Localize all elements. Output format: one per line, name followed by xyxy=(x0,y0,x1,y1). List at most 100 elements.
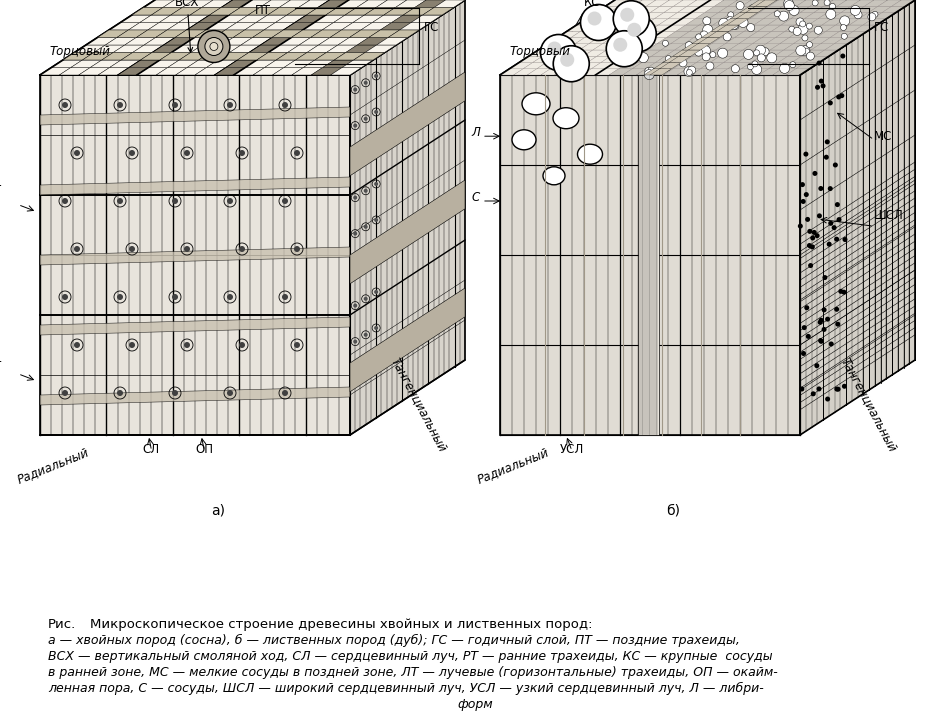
Polygon shape xyxy=(98,30,128,37)
Polygon shape xyxy=(284,60,315,68)
Polygon shape xyxy=(592,63,614,68)
Circle shape xyxy=(815,233,820,238)
Polygon shape xyxy=(859,12,883,19)
Polygon shape xyxy=(205,22,237,30)
Circle shape xyxy=(712,30,718,35)
Polygon shape xyxy=(40,177,350,195)
Polygon shape xyxy=(422,7,454,15)
Circle shape xyxy=(840,93,844,98)
Polygon shape xyxy=(396,0,426,7)
Polygon shape xyxy=(673,63,696,68)
Text: РТ: РТ xyxy=(0,360,2,373)
Polygon shape xyxy=(635,25,658,31)
Polygon shape xyxy=(726,37,748,44)
Polygon shape xyxy=(350,72,465,176)
Circle shape xyxy=(757,54,766,62)
Circle shape xyxy=(801,351,806,356)
Circle shape xyxy=(353,124,358,127)
Polygon shape xyxy=(670,56,690,63)
Polygon shape xyxy=(646,63,670,68)
Polygon shape xyxy=(730,12,752,19)
Polygon shape xyxy=(132,7,163,15)
Text: в ранней зоне, МС — мелкие сосуды в поздней зоне, ЛТ — лучевые (горизонтальные) : в ранней зоне, МС — мелкие сосуды в позд… xyxy=(48,666,778,679)
Circle shape xyxy=(210,42,218,50)
Polygon shape xyxy=(728,0,751,6)
Circle shape xyxy=(363,153,368,157)
Circle shape xyxy=(172,102,178,108)
Circle shape xyxy=(548,42,561,55)
Polygon shape xyxy=(821,37,844,44)
Polygon shape xyxy=(805,12,827,19)
Text: Торцовый: Торцовый xyxy=(50,45,111,58)
Circle shape xyxy=(353,160,358,163)
Circle shape xyxy=(806,243,812,248)
Polygon shape xyxy=(144,0,174,7)
Polygon shape xyxy=(218,53,249,60)
Polygon shape xyxy=(214,68,245,75)
Text: ВСХ: ВСХ xyxy=(175,0,200,53)
Polygon shape xyxy=(592,44,616,50)
Polygon shape xyxy=(789,31,812,37)
Polygon shape xyxy=(249,45,280,53)
Polygon shape xyxy=(754,19,777,25)
Circle shape xyxy=(812,0,818,6)
Circle shape xyxy=(753,50,760,56)
Polygon shape xyxy=(202,0,232,7)
Polygon shape xyxy=(156,68,187,75)
Polygon shape xyxy=(183,37,214,45)
Polygon shape xyxy=(187,60,218,68)
Circle shape xyxy=(703,17,710,25)
Polygon shape xyxy=(141,53,171,60)
Polygon shape xyxy=(632,0,656,6)
Polygon shape xyxy=(623,6,647,12)
Polygon shape xyxy=(303,60,334,68)
Circle shape xyxy=(825,140,830,145)
Circle shape xyxy=(825,9,836,19)
Polygon shape xyxy=(128,22,159,30)
Polygon shape xyxy=(434,0,465,7)
Polygon shape xyxy=(723,12,746,19)
Circle shape xyxy=(117,390,123,396)
Circle shape xyxy=(117,294,123,300)
Polygon shape xyxy=(422,7,454,15)
Circle shape xyxy=(806,23,812,29)
Circle shape xyxy=(540,35,576,71)
Polygon shape xyxy=(346,45,377,53)
Polygon shape xyxy=(612,31,635,37)
Polygon shape xyxy=(272,30,302,37)
Polygon shape xyxy=(510,63,533,68)
Polygon shape xyxy=(388,30,419,37)
Polygon shape xyxy=(260,0,291,7)
Polygon shape xyxy=(834,37,858,44)
Polygon shape xyxy=(40,107,350,125)
Polygon shape xyxy=(159,15,190,22)
Polygon shape xyxy=(730,25,754,31)
Text: ПТ: ПТ xyxy=(255,4,271,17)
Polygon shape xyxy=(194,30,225,37)
Text: Радиальный: Радиальный xyxy=(475,446,551,486)
Polygon shape xyxy=(191,45,222,53)
Polygon shape xyxy=(369,30,399,37)
Circle shape xyxy=(172,390,178,396)
Polygon shape xyxy=(392,15,422,22)
Circle shape xyxy=(798,224,803,228)
Text: МС: МС xyxy=(874,130,892,143)
Circle shape xyxy=(779,11,788,21)
Polygon shape xyxy=(617,19,641,25)
Polygon shape xyxy=(606,0,629,6)
Circle shape xyxy=(774,11,780,17)
Circle shape xyxy=(62,198,68,204)
Circle shape xyxy=(784,0,793,9)
Polygon shape xyxy=(624,50,648,56)
Polygon shape xyxy=(102,53,132,60)
Circle shape xyxy=(726,17,735,27)
Polygon shape xyxy=(853,25,877,31)
Polygon shape xyxy=(793,37,817,44)
Polygon shape xyxy=(771,25,795,31)
Polygon shape xyxy=(342,60,373,68)
Text: ОП: ОП xyxy=(195,443,213,456)
Polygon shape xyxy=(676,25,699,31)
Polygon shape xyxy=(683,56,706,63)
Polygon shape xyxy=(388,30,419,37)
Polygon shape xyxy=(167,60,199,68)
